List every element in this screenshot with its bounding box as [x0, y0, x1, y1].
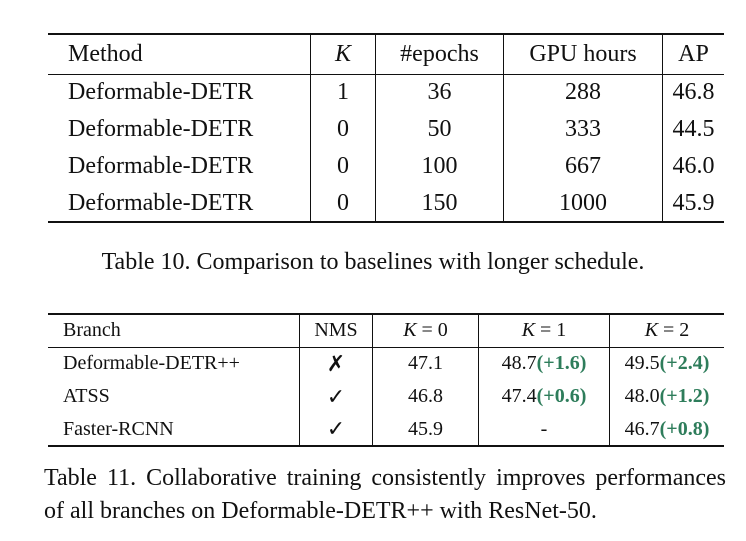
header-k0-rest: = 0 — [416, 319, 448, 342]
cell-k0: 46.8 — [372, 380, 479, 413]
table-row: Deformable-DETR++ ✗ 47.1 48.7(+1.6) 49.5… — [48, 347, 724, 380]
header-nms: NMS — [299, 314, 373, 348]
cell-epochs: 150 — [375, 185, 504, 222]
cell-k2-base: 46.7 — [624, 417, 660, 440]
cell-method: Deformable-DETR — [68, 116, 254, 142]
cell-branch: Faster-RCNN — [63, 417, 174, 440]
cell-k2-gain: (+0.8) — [659, 417, 710, 440]
cell-k2-gain: (+2.4) — [659, 352, 710, 375]
cell-k: 0 — [310, 111, 376, 148]
header-k0-var: K — [403, 319, 417, 342]
header-k1: K = 1 — [478, 314, 610, 348]
header-k2-var: K — [644, 319, 659, 342]
cell-k2: 48.0(+1.2) — [609, 380, 724, 413]
table-10-header-row: Method K #epochs GPU hours AP — [48, 34, 724, 75]
cell-k0: 47.1 — [372, 347, 479, 380]
check-icon: ✓ — [299, 380, 373, 413]
header-gpu-hours: GPU hours — [503, 34, 663, 75]
table-11-header-row: Branch NMS K = 0 K = 1 K = 2 — [48, 314, 724, 348]
header-ap: AP — [662, 34, 724, 75]
cell-k: 1 — [310, 74, 376, 111]
cell-k2-base: 49.5 — [624, 352, 660, 375]
cell-ap: 46.8 — [662, 74, 724, 111]
table-10-caption: Table 10. Comparison to baselines with l… — [101, 249, 645, 275]
cell-k: 0 — [310, 185, 376, 222]
cell-k0: 45.9 — [372, 413, 479, 446]
table-row: Deformable-DETR 0 100 667 46.0 — [48, 148, 724, 185]
table-row: ATSS ✓ 46.8 47.4(+0.6) 48.0(+1.2) — [48, 380, 724, 413]
table-10: Method K #epochs GPU hours AP Deformable… — [48, 33, 724, 223]
cell-k1: - — [478, 413, 610, 446]
cell-ap: 44.5 — [662, 111, 724, 148]
cell-k1-gain: (+1.6) — [536, 352, 587, 375]
cell-k2-gain: (+1.2) — [659, 385, 710, 407]
cell-method: Deformable-DETR — [68, 153, 254, 179]
table-row: Faster-RCNN ✓ 45.9 - 46.7(+0.8) — [48, 413, 724, 446]
header-k: K — [310, 34, 376, 75]
cell-k2: 49.5(+2.4) — [609, 347, 724, 380]
cell-k1: 48.7(+1.6) — [478, 347, 610, 380]
header-epochs: #epochs — [375, 34, 504, 75]
table-row: Deformable-DETR 1 36 288 46.8 — [48, 74, 724, 111]
cell-gpu-hours: 1000 — [503, 185, 663, 222]
cell-epochs: 100 — [375, 148, 504, 185]
cell-method: Deformable-DETR — [68, 79, 254, 106]
cell-branch: Deformable-DETR++ — [63, 352, 240, 375]
table-row: Deformable-DETR 0 150 1000 45.9 — [48, 185, 724, 222]
cell-k1-base: 47.4 — [501, 385, 537, 407]
cell-branch: ATSS — [63, 385, 110, 407]
header-k2: K = 2 — [609, 314, 724, 348]
header-k2-rest: = 2 — [658, 319, 690, 342]
cell-k2: 46.7(+0.8) — [609, 413, 724, 446]
table-row: Deformable-DETR 0 50 333 44.5 — [48, 111, 724, 148]
cell-method: Deformable-DETR — [68, 189, 254, 216]
header-k0: K = 0 — [372, 314, 479, 348]
cell-k1-base: 48.7 — [501, 352, 537, 375]
cell-gpu-hours: 667 — [503, 148, 663, 185]
cell-k1-base: - — [540, 417, 548, 440]
cell-epochs: 36 — [375, 74, 504, 111]
check-icon: ✓ — [299, 413, 373, 446]
cell-gpu-hours: 333 — [503, 111, 663, 148]
cell-ap: 46.0 — [662, 148, 724, 185]
header-branch: Branch — [48, 314, 300, 348]
table-11-caption: Table 11. Collaborative training consist… — [44, 465, 726, 524]
cell-ap: 45.9 — [662, 185, 724, 222]
cross-icon: ✗ — [299, 347, 373, 380]
table-11: Branch NMS K = 0 K = 1 K = 2 Deformable-… — [48, 313, 724, 447]
cell-k1: 47.4(+0.6) — [478, 380, 610, 413]
cell-gpu-hours: 288 — [503, 74, 663, 111]
cell-epochs: 50 — [375, 111, 504, 148]
cell-k: 0 — [310, 148, 376, 185]
header-k1-rest: = 1 — [535, 319, 567, 342]
header-k1-var: K — [521, 319, 536, 342]
cell-k2-base: 48.0 — [624, 385, 660, 407]
cell-k1-gain: (+0.6) — [536, 385, 587, 407]
header-method: Method — [48, 34, 311, 75]
